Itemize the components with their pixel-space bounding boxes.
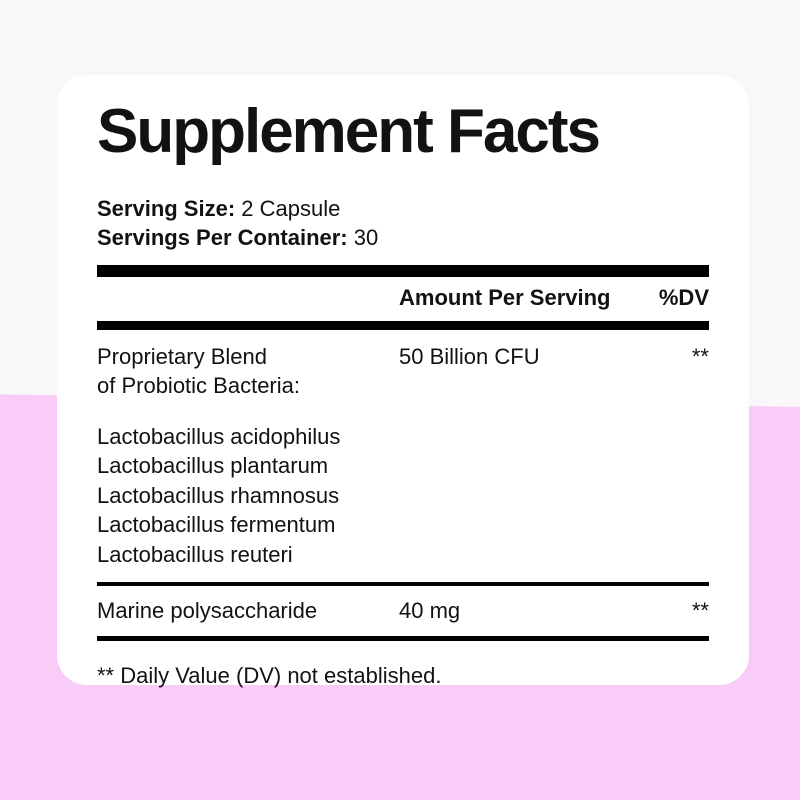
marine-polysaccharide-amount: 40 mg xyxy=(399,598,461,624)
probiotic-species-list: Lactobacillus acidophilus Lactobacillus … xyxy=(97,422,709,569)
proprietary-blend-row: Proprietary Blend of Probiotic Bacteria:… xyxy=(97,330,709,400)
serving-size-value: 2 Capsule xyxy=(241,196,341,221)
marine-polysaccharide-row: Marine polysaccharide 40 mg ** xyxy=(97,586,709,636)
column-header-row: Amount Per Serving %DV xyxy=(97,277,709,321)
divider-below-marine xyxy=(97,636,709,642)
serving-info: Serving Size: 2 Capsule Servings Per Con… xyxy=(97,194,709,252)
serving-size-label: Serving Size: xyxy=(97,196,236,221)
probiotic-species-item: Lactobacillus plantarum xyxy=(97,453,329,479)
proprietary-blend-name-line2: of Probiotic Bacteria: xyxy=(97,373,300,398)
proprietary-blend-name: Proprietary Blend of Probiotic Bacteria: xyxy=(97,342,399,400)
serving-size-line: Serving Size: 2 Capsule xyxy=(97,194,709,223)
servings-per-container-value: 30 xyxy=(353,225,379,250)
divider-below-header xyxy=(97,321,709,330)
marine-polysaccharide-name: Marine polysaccharide xyxy=(97,598,318,624)
supplement-facts-title: Supplement Facts xyxy=(97,97,601,166)
marine-polysaccharide-dv: ** xyxy=(691,598,709,624)
proprietary-blend-amount: 50 Billion CFU xyxy=(399,344,540,369)
servings-per-container-line: Servings Per Container: 30 xyxy=(97,223,709,252)
probiotic-species-item: Lactobacillus acidophilus xyxy=(97,424,341,449)
thick-divider-top xyxy=(97,265,709,277)
probiotic-species-item: Lactobacillus fermentum xyxy=(97,512,336,538)
proprietary-blend-dv: ** xyxy=(691,344,709,369)
supplement-facts-card: Supplement Facts Serving Size: 2 Capsule… xyxy=(57,75,749,688)
amount-per-serving-header: Amount Per Serving xyxy=(399,285,611,310)
probiotic-species-item: Lactobacillus rhamnosus xyxy=(97,482,340,508)
servings-per-container-label: Servings Per Container: xyxy=(97,225,348,250)
daily-value-footnote: ** Daily Value (DV) not established. xyxy=(97,663,442,689)
probiotic-species-item: Lactobacillus reuteri xyxy=(97,541,293,567)
divider-above-marine xyxy=(97,582,709,587)
proprietary-blend-name-line1: Proprietary Blend xyxy=(97,344,267,369)
percent-dv-header: %DV xyxy=(658,285,709,310)
